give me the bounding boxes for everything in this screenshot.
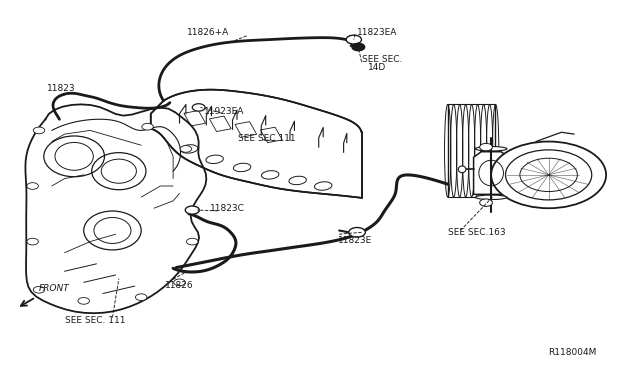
Text: SEE SEC.111: SEE SEC.111 (238, 134, 296, 143)
Text: FRONT: FRONT (39, 284, 70, 293)
Text: 11823E: 11823E (338, 236, 372, 246)
Text: R118004M: R118004M (548, 347, 597, 356)
Bar (209, 116, 231, 132)
Text: 11823EA: 11823EA (357, 28, 397, 38)
Circle shape (346, 35, 362, 44)
Circle shape (192, 104, 205, 111)
Circle shape (142, 124, 154, 130)
Circle shape (479, 143, 492, 151)
Text: SEE SEC.: SEE SEC. (362, 55, 402, 64)
Circle shape (349, 228, 365, 237)
Text: 11826+A: 11826+A (187, 28, 229, 38)
Text: 11823: 11823 (47, 84, 76, 93)
Text: 14D: 14D (368, 63, 386, 72)
Text: SEE SEC.163: SEE SEC.163 (448, 228, 506, 237)
Circle shape (33, 127, 45, 134)
Polygon shape (474, 152, 509, 194)
Text: 11826: 11826 (165, 281, 193, 290)
Circle shape (180, 145, 191, 152)
Circle shape (352, 43, 365, 51)
Circle shape (27, 183, 38, 189)
Ellipse shape (458, 166, 466, 173)
Circle shape (185, 206, 199, 214)
Circle shape (78, 298, 90, 304)
Text: 11823C: 11823C (210, 205, 245, 214)
Bar (184, 110, 205, 126)
Circle shape (136, 294, 147, 301)
Bar (260, 127, 282, 142)
Bar (235, 122, 257, 137)
Text: 11923EA: 11923EA (204, 108, 244, 116)
Circle shape (491, 141, 606, 208)
Polygon shape (151, 90, 362, 198)
Circle shape (186, 238, 198, 245)
Circle shape (33, 286, 45, 293)
Circle shape (27, 238, 38, 245)
Circle shape (479, 199, 492, 206)
Circle shape (173, 279, 185, 286)
Ellipse shape (476, 147, 507, 151)
Text: SEE SEC. 111: SEE SEC. 111 (65, 316, 125, 325)
Ellipse shape (476, 195, 507, 199)
